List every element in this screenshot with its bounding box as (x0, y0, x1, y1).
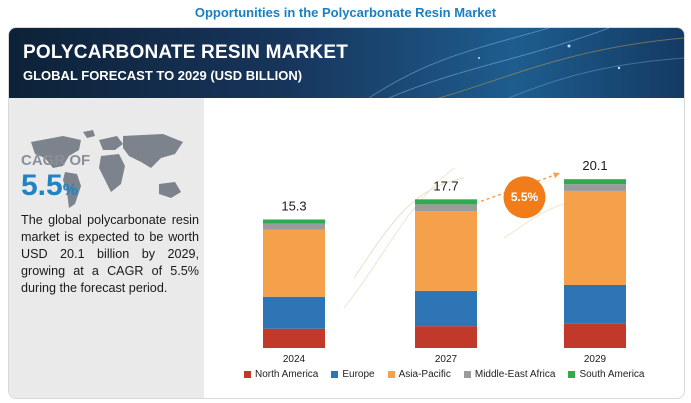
bar-segment-2024-north-america (263, 328, 325, 348)
legend-item: Middle-East Africa (463, 369, 556, 380)
bar-total-label: 15.3 (281, 198, 306, 213)
bar-segment-2024-asia-pacific (263, 229, 325, 297)
bar-segment-2027-north-america (415, 326, 477, 348)
bar-segment-2024-middle-east-africa (263, 223, 325, 230)
legend-swatch (331, 371, 339, 378)
banner-subtitle: GLOBAL FORECAST TO 2029 (USD BILLION) (23, 68, 303, 83)
legend-swatch (244, 371, 251, 378)
bar-segment-2029-asia-pacific (564, 190, 626, 285)
cagr-bubble (503, 176, 546, 219)
banner-title: POLYCARBONATE RESIN MARKET (23, 42, 349, 63)
cagr-label: CAGR OF (21, 152, 91, 169)
legend-swatch (387, 371, 395, 378)
legend-label: North America (255, 369, 319, 380)
bar-segment-2024-south-america (263, 219, 325, 224)
growth-arrow-line (480, 172, 561, 203)
world-map-icon (31, 130, 183, 208)
cagr-bubble-label: 5.5% (511, 190, 539, 204)
cagr-unit: % (62, 180, 78, 199)
cagr-value: 5.5% (21, 169, 78, 203)
stacked-bar-chart: 15.3 2024 17.7 2027 20.1 2029 5.5% (263, 158, 626, 365)
x-tick-label: 2024 (283, 354, 306, 365)
legend-swatch (463, 371, 471, 378)
header-banner: POLYCARBONATE RESIN MARKET GLOBAL FORECA… (9, 28, 684, 98)
bar-segment-2027-middle-east-africa (415, 204, 477, 212)
page-title: Opportunities in the Polycarbonate Resin… (194, 5, 497, 20)
bar-segment-2027-europe (415, 290, 477, 327)
bar-total-label: 17.7 (433, 178, 458, 193)
bar-segment-2029-middle-east-africa (564, 184, 626, 191)
legend-label: Middle-East Africa (474, 369, 556, 380)
bar-segment-2029-north-america (564, 323, 626, 348)
x-tick-label: 2029 (584, 354, 607, 365)
chart-area: 15.3 2024 17.7 2027 20.1 2029 5.5% North Ameri… (204, 98, 684, 398)
banner-decoration (368, 28, 684, 98)
legend-item: Europe (331, 369, 375, 380)
summary-description: The global polycarbonate resin market is… (21, 213, 199, 295)
infographic-card: POLYCARBONATE RESIN MARKET GLOBAL FORECA… (8, 27, 685, 399)
bar-segment-2029-south-america (564, 179, 626, 185)
cagr-number: 5.5 (21, 169, 63, 202)
bar-total-label: 20.1 (582, 158, 607, 173)
chart-legend: North America Europe Asia-Pacific Middle-Ea… (244, 369, 684, 380)
growth-arrow-head (553, 172, 560, 179)
legend-item: Asia-Pacific (387, 369, 451, 380)
bar-segment-2024-europe (263, 296, 325, 329)
legend-label: South America (579, 369, 645, 380)
bar-segment-2027-asia-pacific (415, 211, 477, 291)
bar-segment-2029-europe (564, 285, 626, 324)
legend-label: Europe (342, 369, 375, 380)
bar-segment-2027-south-america (415, 199, 477, 205)
legend-swatch (568, 371, 576, 378)
legend-item: South America (568, 369, 645, 380)
legend-item: North America (244, 369, 318, 380)
x-tick-label: 2027 (435, 354, 458, 365)
legend-label: Asia-Pacific (398, 369, 451, 380)
